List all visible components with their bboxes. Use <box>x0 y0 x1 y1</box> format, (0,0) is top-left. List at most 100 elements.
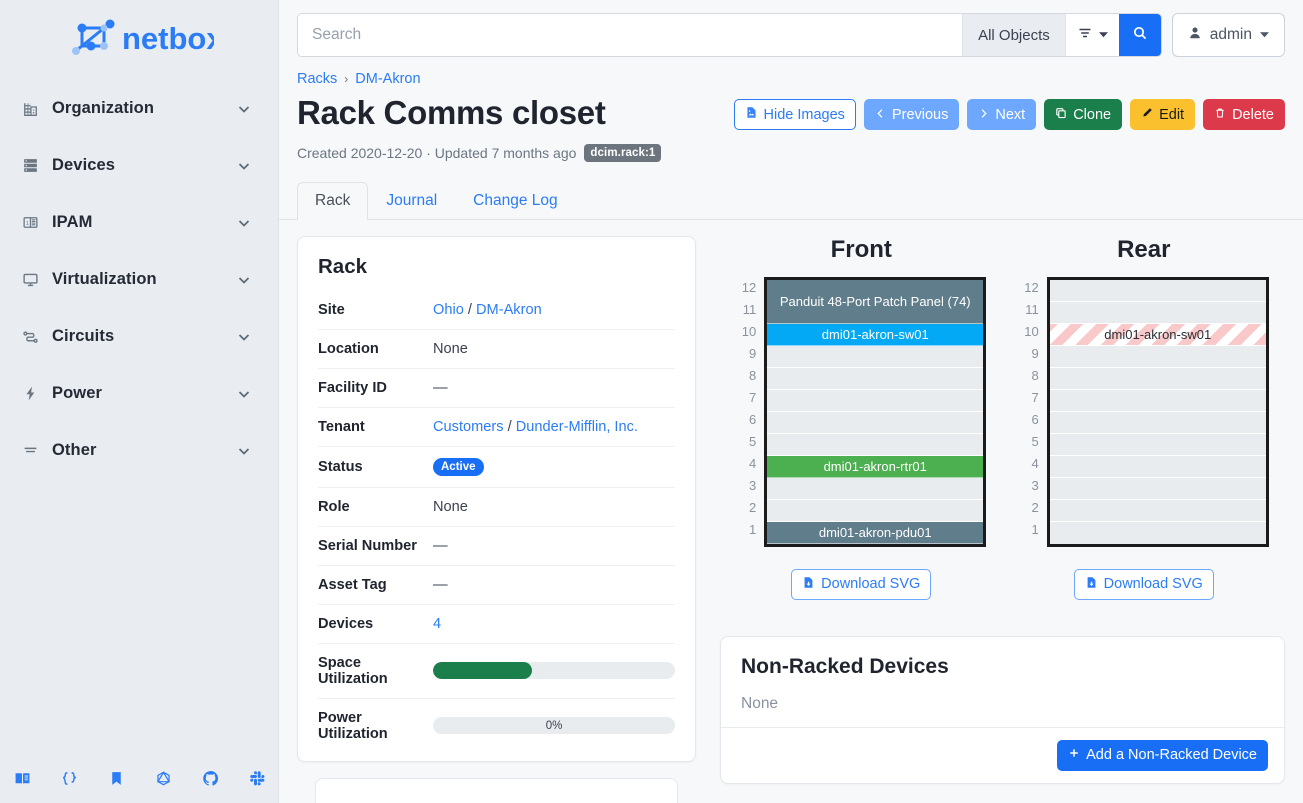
rack-unit-empty[interactable] <box>767 433 984 456</box>
chevron-down-icon[interactable] <box>236 443 252 459</box>
plus-icon <box>1068 747 1080 763</box>
rack-unit-empty[interactable] <box>1049 499 1266 522</box>
row-key: Power Utilization <box>318 697 433 753</box>
sidebar-item-other[interactable]: Other <box>0 422 278 479</box>
row-key: Status <box>318 445 433 488</box>
tenant-group-link[interactable]: Customers <box>433 418 504 435</box>
tenant-link[interactable]: Dunder-Mifflin, Inc. <box>515 418 638 435</box>
row-value-asset-tag: — <box>433 564 675 605</box>
chevron-down-icon[interactable] <box>236 158 252 174</box>
rack-unit-empty[interactable] <box>1049 521 1266 544</box>
bookmark-icon[interactable] <box>108 770 125 787</box>
top-search-bar: All Objects <box>279 0 1303 57</box>
table-row: Location None <box>318 328 675 369</box>
tab-rack[interactable]: Rack <box>297 181 369 220</box>
filter-icon <box>1077 25 1093 46</box>
sidebar-item-ipam[interactable]: 1 IPAM <box>0 194 278 251</box>
devices-count-link[interactable]: 4 <box>433 615 442 632</box>
previous-button[interactable]: Previous <box>863 99 960 130</box>
row-value-role: None <box>433 486 675 527</box>
clone-button[interactable]: Clone <box>1044 99 1123 130</box>
unit-number: 11 <box>1025 302 1039 318</box>
row-key: Role <box>318 486 433 527</box>
rack-unit-empty[interactable] <box>1049 389 1266 412</box>
search-submit-button[interactable] <box>1118 14 1161 56</box>
sidebar-item-virtualization[interactable]: Virtualization <box>0 251 278 308</box>
site-region-link[interactable]: Ohio <box>433 301 464 318</box>
sidebar-item-power[interactable]: Power <box>0 365 278 422</box>
search-input[interactable] <box>298 14 963 56</box>
add-non-racked-device-label: Add a Non-Racked Device <box>1086 747 1257 764</box>
tab-change-log[interactable]: Change Log <box>455 182 575 220</box>
docs-book-icon[interactable] <box>14 770 31 787</box>
rack-unit-empty[interactable] <box>767 411 984 434</box>
previous-label: Previous <box>891 106 949 123</box>
breadcrumb-item-dm-akron[interactable]: DM-Akron <box>355 71 421 87</box>
rack-unit-empty[interactable] <box>1049 411 1266 434</box>
rack-unit-empty[interactable] <box>1049 279 1266 302</box>
edit-button[interactable]: Edit <box>1130 99 1196 130</box>
delete-button[interactable]: Delete <box>1203 99 1285 130</box>
rack-unit-device[interactable]: Panduit 48-Port Patch Panel (74) <box>767 279 984 324</box>
rack-unit-empty[interactable] <box>1049 477 1266 500</box>
tab-journal[interactable]: Journal <box>368 182 455 220</box>
tab-rack-label: Rack <box>315 191 351 209</box>
unit-number: 9 <box>749 346 757 362</box>
chevron-down-icon[interactable] <box>236 272 252 288</box>
row-key: Asset Tag <box>318 564 433 605</box>
hide-images-button[interactable]: Hide Images <box>733 99 856 130</box>
breadcrumb-item-racks[interactable]: Racks <box>297 71 338 87</box>
add-non-racked-device-button[interactable]: Add a Non-Racked Device <box>1057 739 1268 771</box>
rack-unit-empty[interactable] <box>1049 301 1266 324</box>
building-icon <box>22 100 52 117</box>
download-svg-front-button[interactable]: Download SVG <box>791 568 932 600</box>
next-button[interactable]: Next <box>967 99 1037 130</box>
rack-unit-empty[interactable] <box>1049 345 1266 368</box>
unit-number: 4 <box>749 456 757 472</box>
chevron-down-icon[interactable] <box>236 329 252 345</box>
device-label: dmi01-akron-rtr01 <box>823 458 927 474</box>
sidebar-item-circuits[interactable]: Circuits <box>0 308 278 365</box>
rack-unit-empty[interactable] <box>1049 433 1266 456</box>
power-utilization-label: 0% <box>545 719 563 732</box>
hide-images-label: Hide Images <box>763 106 845 123</box>
rack-unit-empty[interactable] <box>767 389 984 412</box>
non-racked-title: Non-Racked Devices <box>741 654 949 678</box>
row-value-space-utilization: 41% <box>433 642 675 699</box>
sidebar-item-label: Other <box>52 441 97 459</box>
sidebar-item-devices[interactable]: Devices <box>0 137 278 194</box>
sidebar-item-organization[interactable]: Organization <box>0 80 278 137</box>
rack-unit-device[interactable]: dmi01-akron-rtr01 <box>767 455 984 478</box>
sidebar-item-label: Power <box>52 384 103 402</box>
unit-number: 5 <box>1031 434 1039 450</box>
rack-unit-occupied-other-face[interactable]: dmi01-akron-sw01 <box>1049 323 1266 346</box>
rack-frame-rear: dmi01-akron-sw01 <box>1046 276 1269 547</box>
rack-unit-empty[interactable] <box>767 499 984 522</box>
rack-unit-empty[interactable] <box>1049 367 1266 390</box>
netbox-logo[interactable]: netbox <box>0 0 278 66</box>
rack-unit-empty[interactable] <box>1049 455 1266 478</box>
github-icon[interactable] <box>202 770 219 787</box>
graphql-icon[interactable] <box>155 770 172 787</box>
unit-number: 6 <box>1031 412 1039 428</box>
slack-icon[interactable] <box>249 770 266 787</box>
chevron-down-icon[interactable] <box>236 386 252 402</box>
site-link[interactable]: DM-Akron <box>476 301 542 318</box>
user-menu-button[interactable]: admin <box>1171 13 1285 57</box>
rack-unit-empty[interactable] <box>767 367 984 390</box>
chevron-down-icon[interactable] <box>236 101 252 117</box>
chevron-down-icon[interactable] <box>236 215 252 231</box>
circuit-icon <box>22 328 52 345</box>
api-braces-icon[interactable] <box>61 770 78 787</box>
status-badge: Active <box>433 457 484 476</box>
download-svg-rear-button[interactable]: Download SVG <box>1073 568 1214 600</box>
search-filter-button[interactable] <box>1064 14 1119 56</box>
rack-unit-empty[interactable] <box>767 477 984 500</box>
rack-unit-empty[interactable] <box>767 345 984 368</box>
rack-unit-device[interactable]: dmi01-akron-pdu01 <box>767 521 984 544</box>
object-scope-button[interactable]: All Objects <box>962 14 1065 56</box>
rack-unit-device[interactable]: dmi01-akron-sw01 <box>767 323 984 346</box>
row-key: Site <box>318 301 345 318</box>
table-row: Tenant Customers / Dunder-Mifflin, Inc. <box>318 406 675 447</box>
rack-card-title: Rack <box>318 254 368 278</box>
